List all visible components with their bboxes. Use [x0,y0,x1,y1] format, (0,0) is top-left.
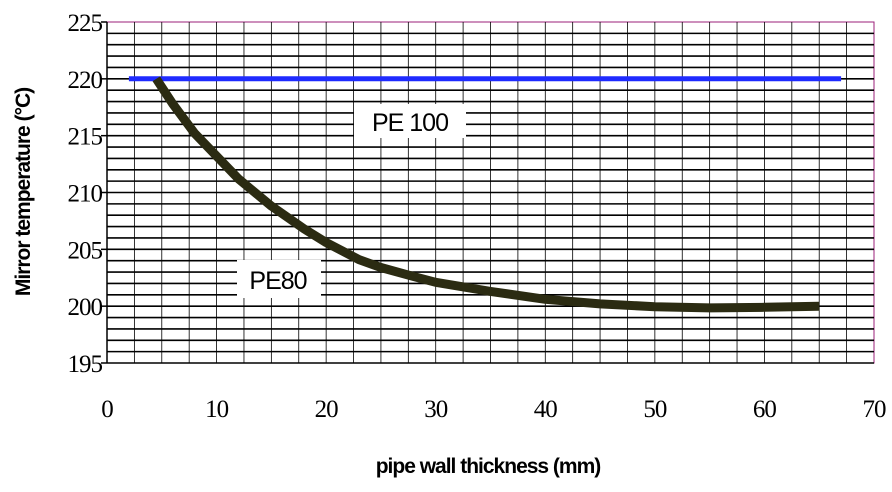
x-tick-label: 70 [863,396,887,423]
x-tick-label: 10 [205,396,229,423]
series-label-pe80: PE80 [249,267,306,295]
y-tick-label: 225 [68,10,103,37]
y-tick-label: 200 [68,294,103,321]
y-tick-label: 220 [68,67,103,94]
y-tick-label: 215 [68,124,103,151]
data-series [128,76,842,313]
y-tick-label: 195 [68,351,103,378]
x-tick-label: 30 [424,396,448,423]
y-tick-label: 210 [68,181,103,208]
series-label-pe80-box: PE80 [237,260,321,298]
x-tick-label: 50 [643,396,667,423]
x-tick-label: 40 [534,396,558,423]
x-tick-label: 20 [315,396,339,423]
x-tick-label: 60 [753,396,777,423]
series-label-pe100: PE 100 [372,109,448,137]
x-tick-labels: 0 10 20 30 40 50 60 70 [101,396,887,423]
series-line-pe80 [152,76,820,313]
x-tick-label: 0 [101,396,113,423]
y-tick-label: 205 [68,237,103,264]
y-tick-labels: 195 200 205 210 215 220 225 [68,10,107,378]
series-label-pe100-box: PE 100 [354,104,466,138]
x-axis-title: pipe wall thickness (mm) [376,455,601,478]
y-axis-title: Mirror temperature (°C) [12,88,35,296]
